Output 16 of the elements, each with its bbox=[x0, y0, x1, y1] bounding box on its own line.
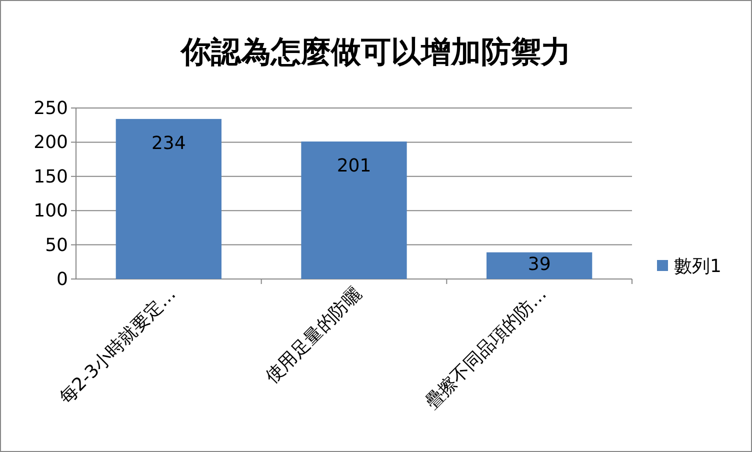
y-tick-label: 150 bbox=[34, 166, 68, 188]
y-tick-label: 50 bbox=[45, 234, 68, 256]
legend-label: 數列1 bbox=[674, 256, 722, 277]
y-tick-label: 250 bbox=[34, 98, 68, 119]
y-tick-label: 0 bbox=[56, 269, 68, 290]
chart-title: 你認為怎麼做可以增加防禦力 bbox=[179, 35, 571, 70]
data-label: 234 bbox=[151, 132, 186, 154]
data-label: 39 bbox=[528, 254, 551, 275]
x-tick-label: 疊擦不同品項的防… bbox=[421, 284, 551, 414]
x-tick-label: 使用足量的防曬 bbox=[262, 284, 366, 388]
y-tick-label: 100 bbox=[34, 200, 68, 222]
data-label: 201 bbox=[336, 156, 372, 177]
bar bbox=[301, 142, 407, 279]
bar bbox=[486, 252, 592, 279]
y-tick-label: 200 bbox=[34, 132, 68, 154]
bar bbox=[116, 118, 222, 279]
